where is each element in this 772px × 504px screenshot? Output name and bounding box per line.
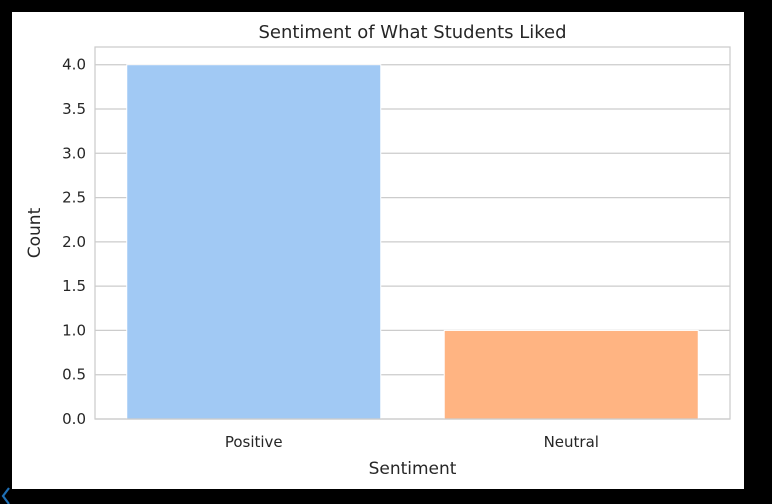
bars-layer (126, 64, 699, 420)
y-tick-label: 2.5 (62, 189, 86, 207)
y-tick-label: 0.5 (62, 366, 86, 384)
y-tick-label: 0.0 (62, 410, 86, 428)
x-tick-labels: Positive Neutral (225, 433, 599, 451)
x-axis-title: Sentiment (369, 459, 457, 479)
y-tick-label: 3.5 (62, 100, 86, 118)
bar-positive (126, 64, 382, 420)
corner-arrow-icon (1, 487, 10, 504)
x-tick-label: Neutral (544, 433, 599, 451)
plot-frame (94, 46, 731, 420)
y-tick-label: 2.0 (62, 233, 86, 251)
bar-neutral (443, 329, 699, 420)
y-tick-label: 1.0 (62, 321, 86, 339)
x-tick-label: Positive (225, 433, 283, 451)
y-tick-label: 3.0 (62, 144, 86, 162)
bar-chart: 0.0 0.5 1.0 1.5 2.0 2.5 3.0 3.5 4.0 Positive Neut… (25, 22, 731, 479)
chart-figure: 0.0 0.5 1.0 1.5 2.0 2.5 3.0 3.5 4.0 Positive Neut… (12, 12, 744, 489)
chart-title: Sentiment of What Students Liked (258, 22, 566, 43)
y-tick-labels: 0.0 0.5 1.0 1.5 2.0 2.5 3.0 3.5 4.0 (62, 56, 86, 428)
y-tick-label: 4.0 (62, 56, 86, 74)
y-tick-label: 1.5 (62, 277, 86, 295)
y-axis-title: Count (25, 207, 45, 258)
